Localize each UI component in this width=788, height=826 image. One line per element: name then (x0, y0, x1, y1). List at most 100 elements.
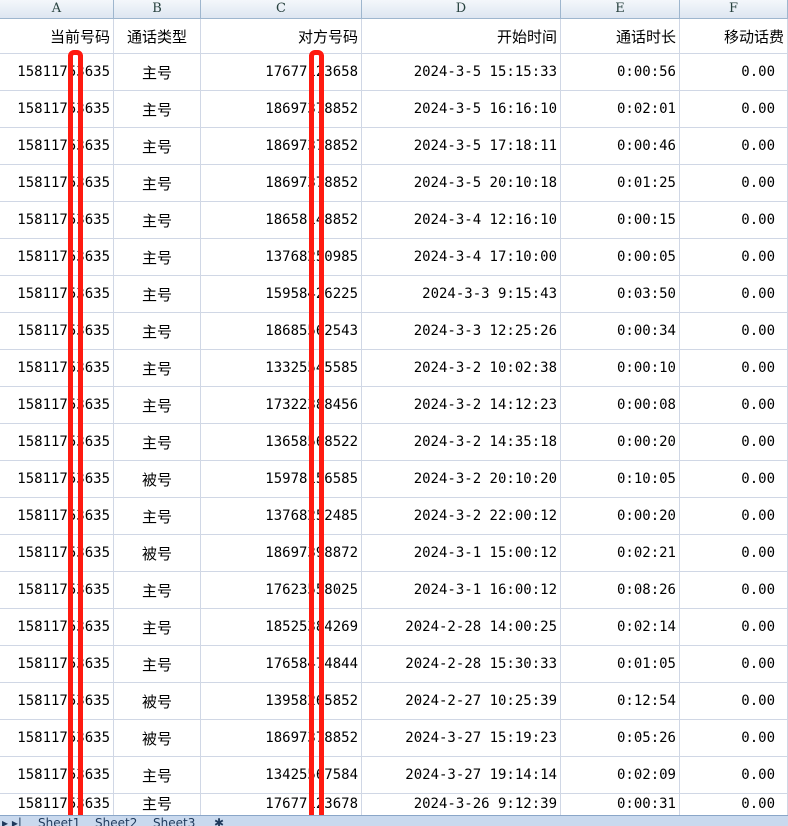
fee-cell[interactable]: 0.00 (680, 350, 788, 386)
fee-cell[interactable]: 0.00 (680, 91, 788, 127)
fee-cell[interactable]: 0.00 (680, 794, 788, 815)
other-number-cell[interactable]: 13958265852 (201, 683, 362, 719)
start-time-cell[interactable]: 2024-3-2 22:00:12 (362, 498, 561, 534)
tab-sheet3[interactable]: Sheet3 (153, 816, 196, 826)
duration-cell[interactable]: 0:00:34 (561, 313, 680, 349)
fee-cell[interactable]: 0.00 (680, 202, 788, 238)
column-header-b[interactable]: B (114, 0, 201, 18)
other-number-cell[interactable]: 18697378852 (201, 720, 362, 756)
call-type-cell[interactable]: 主号 (114, 276, 201, 312)
insert-sheet-icon[interactable]: ✱ (214, 816, 225, 826)
start-time-cell[interactable]: 2024-2-28 14:00:25 (362, 609, 561, 645)
start-time-cell[interactable]: 2024-3-4 17:10:00 (362, 239, 561, 275)
column-header-d[interactable]: D (362, 0, 561, 18)
current-number-cell[interactable]: 15811753635 (0, 276, 114, 312)
fee-cell[interactable]: 0.00 (680, 646, 788, 682)
header-fee[interactable]: 移动话费 (680, 19, 788, 53)
duration-cell[interactable]: 0:00:08 (561, 387, 680, 423)
start-time-cell[interactable]: 2024-2-27 10:25:39 (362, 683, 561, 719)
fee-cell[interactable]: 0.00 (680, 128, 788, 164)
fee-cell[interactable]: 0.00 (680, 239, 788, 275)
header-duration[interactable]: 通话时长 (561, 19, 680, 53)
header-other-number[interactable]: 对方号码 (201, 19, 362, 53)
call-type-cell[interactable]: 主号 (114, 794, 201, 815)
fee-cell[interactable]: 0.00 (680, 424, 788, 460)
header-call-type[interactable]: 通话类型 (114, 19, 201, 53)
fee-cell[interactable]: 0.00 (680, 498, 788, 534)
duration-cell[interactable]: 0:00:46 (561, 128, 680, 164)
other-number-cell[interactable]: 18658148852 (201, 202, 362, 238)
duration-cell[interactable]: 0:03:50 (561, 276, 680, 312)
duration-cell[interactable]: 0:01:05 (561, 646, 680, 682)
other-number-cell[interactable]: 15958426225 (201, 276, 362, 312)
other-number-cell[interactable]: 18697378852 (201, 91, 362, 127)
column-header-e[interactable]: E (561, 0, 680, 18)
start-time-cell[interactable]: 2024-3-5 15:15:33 (362, 54, 561, 90)
current-number-cell[interactable]: 15811753635 (0, 350, 114, 386)
start-time-cell[interactable]: 2024-3-5 20:10:18 (362, 165, 561, 201)
duration-cell[interactable]: 0:00:56 (561, 54, 680, 90)
start-time-cell[interactable]: 2024-3-2 14:12:23 (362, 387, 561, 423)
duration-cell[interactable]: 0:12:54 (561, 683, 680, 719)
call-type-cell[interactable]: 主号 (114, 350, 201, 386)
duration-cell[interactable]: 0:02:01 (561, 91, 680, 127)
current-number-cell[interactable]: 15811753635 (0, 424, 114, 460)
duration-cell[interactable]: 0:02:09 (561, 757, 680, 793)
start-time-cell[interactable]: 2024-3-3 12:25:26 (362, 313, 561, 349)
current-number-cell[interactable]: 15811753635 (0, 239, 114, 275)
call-type-cell[interactable]: 主号 (114, 128, 201, 164)
current-number-cell[interactable]: 15811753635 (0, 498, 114, 534)
start-time-cell[interactable]: 2024-3-27 19:14:14 (362, 757, 561, 793)
other-number-cell[interactable]: 13768252485 (201, 498, 362, 534)
current-number-cell[interactable]: 15811753635 (0, 646, 114, 682)
start-time-cell[interactable]: 2024-2-28 15:30:33 (362, 646, 561, 682)
fee-cell[interactable]: 0.00 (680, 461, 788, 497)
call-type-cell[interactable]: 主号 (114, 424, 201, 460)
column-header-c[interactable]: C (201, 0, 362, 18)
call-type-cell[interactable]: 主号 (114, 54, 201, 90)
call-type-cell[interactable]: 主号 (114, 609, 201, 645)
other-number-cell[interactable]: 17623558025 (201, 572, 362, 608)
current-number-cell[interactable]: 15811753635 (0, 757, 114, 793)
duration-cell[interactable]: 0:00:05 (561, 239, 680, 275)
duration-cell[interactable]: 0:00:20 (561, 424, 680, 460)
tab-sheet1[interactable]: Sheet1 (38, 816, 81, 826)
other-number-cell[interactable]: 13425567584 (201, 757, 362, 793)
current-number-cell[interactable]: 15811753635 (0, 720, 114, 756)
call-type-cell[interactable]: 被号 (114, 461, 201, 497)
other-number-cell[interactable]: 18525384269 (201, 609, 362, 645)
call-type-cell[interactable]: 主号 (114, 757, 201, 793)
start-time-cell[interactable]: 2024-3-2 14:35:18 (362, 424, 561, 460)
current-number-cell[interactable]: 15811753635 (0, 387, 114, 423)
fee-cell[interactable]: 0.00 (680, 572, 788, 608)
other-number-cell[interactable]: 17677123678 (201, 794, 362, 815)
current-number-cell[interactable]: 15811753635 (0, 128, 114, 164)
call-type-cell[interactable]: 主号 (114, 313, 201, 349)
current-number-cell[interactable]: 15811753635 (0, 461, 114, 497)
start-time-cell[interactable]: 2024-3-27 15:19:23 (362, 720, 561, 756)
current-number-cell[interactable]: 15811753635 (0, 572, 114, 608)
other-number-cell[interactable]: 18685562543 (201, 313, 362, 349)
other-number-cell[interactable]: 13768250985 (201, 239, 362, 275)
call-type-cell[interactable]: 主号 (114, 91, 201, 127)
fee-cell[interactable]: 0.00 (680, 535, 788, 571)
current-number-cell[interactable]: 15811753635 (0, 91, 114, 127)
call-type-cell[interactable]: 被号 (114, 683, 201, 719)
start-time-cell[interactable]: 2024-3-5 17:18:11 (362, 128, 561, 164)
tab-sheet2[interactable]: Sheet2 (95, 816, 138, 826)
current-number-cell[interactable]: 15811753635 (0, 165, 114, 201)
fee-cell[interactable]: 0.00 (680, 609, 788, 645)
call-type-cell[interactable]: 主号 (114, 239, 201, 275)
call-type-cell[interactable]: 主号 (114, 498, 201, 534)
other-number-cell[interactable]: 18697378852 (201, 128, 362, 164)
call-type-cell[interactable]: 被号 (114, 535, 201, 571)
other-number-cell[interactable]: 17658474844 (201, 646, 362, 682)
fee-cell[interactable]: 0.00 (680, 683, 788, 719)
duration-cell[interactable]: 0:00:20 (561, 498, 680, 534)
other-number-cell[interactable]: 18697378852 (201, 165, 362, 201)
tab-scroll-arrows-icon[interactable]: ▸ ▸| (2, 816, 22, 826)
other-number-cell[interactable]: 15978156585 (201, 461, 362, 497)
current-number-cell[interactable]: 15811753635 (0, 683, 114, 719)
column-header-a[interactable]: A (0, 0, 114, 18)
call-type-cell[interactable]: 主号 (114, 165, 201, 201)
